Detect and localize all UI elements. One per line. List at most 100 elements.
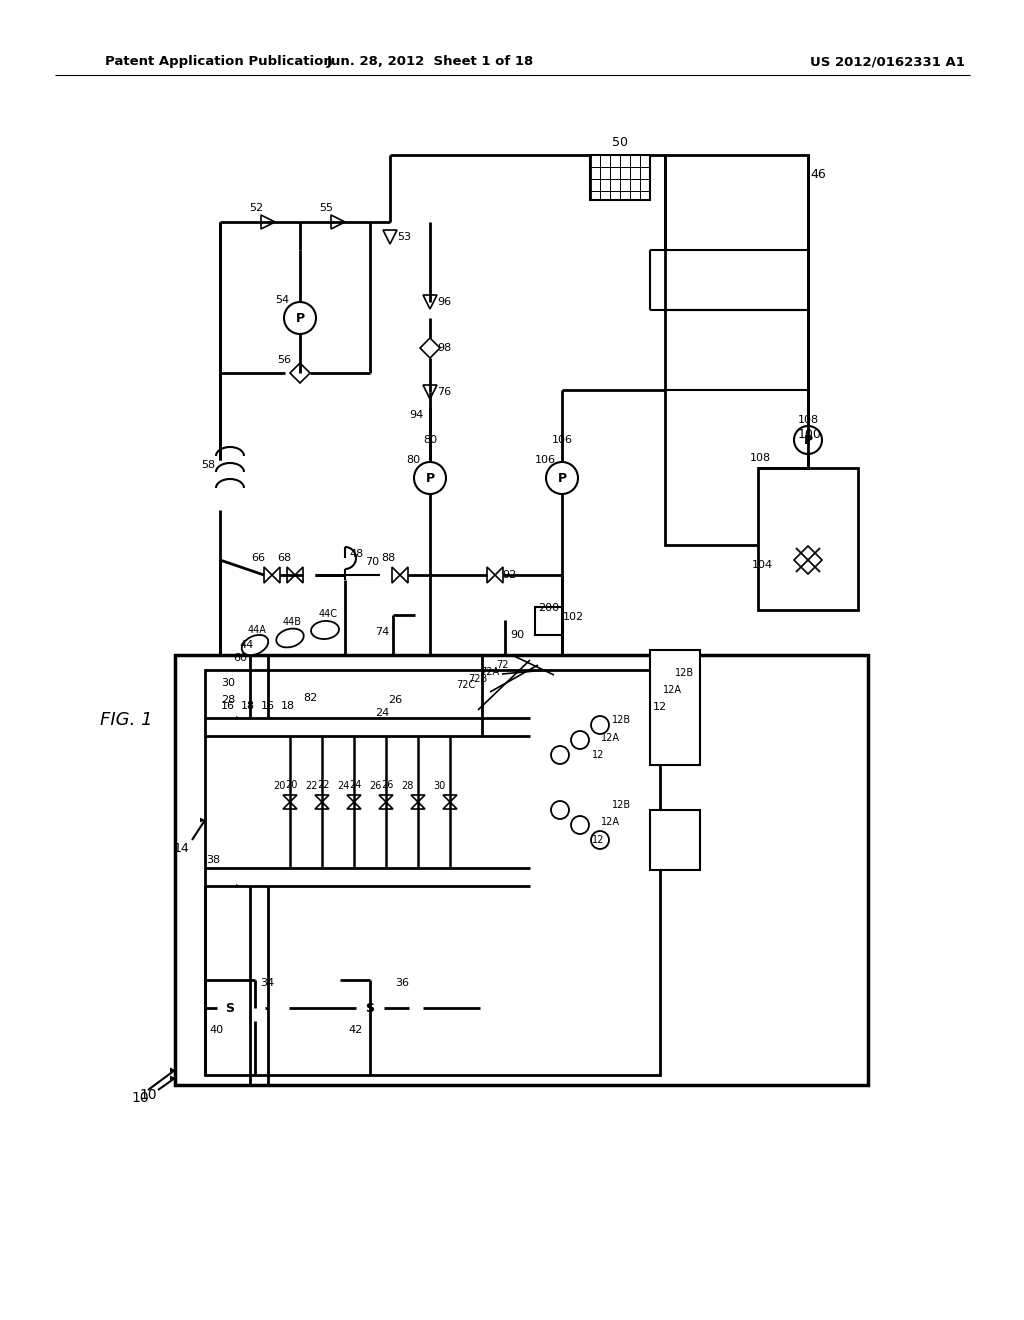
- Text: 80: 80: [406, 455, 420, 465]
- Circle shape: [217, 995, 243, 1020]
- Polygon shape: [495, 568, 503, 583]
- Text: 26: 26: [369, 781, 381, 791]
- Circle shape: [284, 302, 316, 334]
- Text: P: P: [296, 312, 304, 325]
- Text: 55: 55: [319, 203, 333, 213]
- Polygon shape: [287, 568, 295, 583]
- Polygon shape: [487, 568, 495, 583]
- Text: 26: 26: [388, 696, 402, 705]
- Ellipse shape: [242, 635, 268, 655]
- Text: 12B: 12B: [612, 800, 632, 810]
- Polygon shape: [411, 803, 425, 809]
- Polygon shape: [261, 215, 275, 228]
- Text: 12: 12: [592, 836, 604, 845]
- Text: US 2012/0162331 A1: US 2012/0162331 A1: [810, 55, 965, 69]
- Text: 70: 70: [365, 557, 379, 568]
- Text: 100: 100: [798, 429, 822, 441]
- Polygon shape: [170, 1076, 175, 1081]
- Polygon shape: [443, 803, 457, 809]
- Text: 106: 106: [535, 455, 555, 465]
- Text: 72C: 72C: [457, 680, 475, 690]
- Bar: [650, 649, 700, 766]
- Text: 98: 98: [437, 343, 452, 352]
- Text: 10: 10: [139, 1088, 157, 1102]
- Text: 12: 12: [592, 750, 604, 760]
- Polygon shape: [383, 230, 397, 244]
- Circle shape: [591, 832, 609, 849]
- Text: P: P: [425, 471, 434, 484]
- Polygon shape: [272, 568, 280, 583]
- Text: 20: 20: [285, 780, 297, 789]
- Text: 12: 12: [653, 702, 667, 711]
- Circle shape: [551, 801, 569, 818]
- Polygon shape: [379, 803, 393, 809]
- Polygon shape: [407, 993, 415, 1008]
- Circle shape: [546, 462, 578, 494]
- Polygon shape: [283, 795, 297, 803]
- Polygon shape: [236, 715, 240, 719]
- Text: 28: 28: [400, 781, 414, 791]
- Bar: [535, 607, 563, 635]
- Polygon shape: [331, 215, 345, 228]
- Text: Patent Application Publication: Patent Application Publication: [105, 55, 333, 69]
- Text: 68: 68: [276, 553, 291, 564]
- Text: 22: 22: [316, 780, 330, 789]
- Text: 52: 52: [249, 203, 263, 213]
- Text: 108: 108: [798, 414, 818, 425]
- Polygon shape: [315, 795, 329, 803]
- Polygon shape: [315, 803, 329, 809]
- Text: 104: 104: [752, 560, 772, 570]
- Bar: [650, 810, 700, 870]
- Text: 102: 102: [562, 612, 584, 622]
- Text: 72: 72: [496, 660, 508, 671]
- Text: 44C: 44C: [318, 609, 338, 619]
- Text: 30: 30: [433, 781, 445, 791]
- Polygon shape: [200, 817, 205, 822]
- Circle shape: [591, 715, 609, 734]
- Text: 16: 16: [261, 701, 275, 711]
- Text: 30: 30: [221, 678, 234, 688]
- Text: S: S: [225, 1002, 234, 1015]
- Text: 44A: 44A: [248, 624, 266, 635]
- Circle shape: [571, 816, 589, 834]
- Circle shape: [357, 995, 383, 1020]
- Text: 42: 42: [349, 1026, 364, 1035]
- Text: 96: 96: [437, 297, 451, 308]
- Polygon shape: [347, 803, 361, 809]
- Text: 200: 200: [539, 603, 559, 612]
- Text: 72B: 72B: [468, 673, 487, 684]
- Text: FIG. 1: FIG. 1: [100, 711, 153, 729]
- Polygon shape: [420, 338, 440, 358]
- Circle shape: [551, 746, 569, 764]
- Bar: [665, 154, 808, 545]
- Text: 76: 76: [437, 387, 451, 397]
- Bar: [175, 655, 868, 1085]
- Text: 48: 48: [350, 549, 365, 558]
- Polygon shape: [272, 993, 280, 1008]
- Text: 56: 56: [278, 355, 291, 366]
- Text: 22: 22: [305, 781, 317, 791]
- Text: 12B: 12B: [612, 715, 632, 725]
- Polygon shape: [347, 795, 361, 803]
- Text: 58: 58: [201, 459, 215, 470]
- Text: 44B: 44B: [283, 616, 301, 627]
- Text: 72A: 72A: [480, 667, 500, 677]
- Text: 38: 38: [206, 855, 220, 865]
- Text: 24: 24: [375, 708, 389, 718]
- Text: 12A: 12A: [600, 817, 620, 828]
- Text: 18: 18: [241, 701, 255, 711]
- Ellipse shape: [276, 628, 304, 647]
- Text: 26: 26: [381, 780, 393, 789]
- Text: 90: 90: [510, 630, 524, 640]
- Text: 53: 53: [397, 232, 411, 242]
- Polygon shape: [423, 294, 437, 309]
- Text: 12B: 12B: [676, 668, 694, 678]
- Circle shape: [794, 426, 822, 454]
- Text: S: S: [366, 1002, 375, 1015]
- Text: 88: 88: [381, 553, 395, 564]
- Text: 60: 60: [233, 653, 247, 663]
- Polygon shape: [264, 568, 272, 583]
- Text: 40: 40: [209, 1026, 223, 1035]
- Polygon shape: [290, 363, 310, 383]
- Text: 24: 24: [337, 781, 349, 791]
